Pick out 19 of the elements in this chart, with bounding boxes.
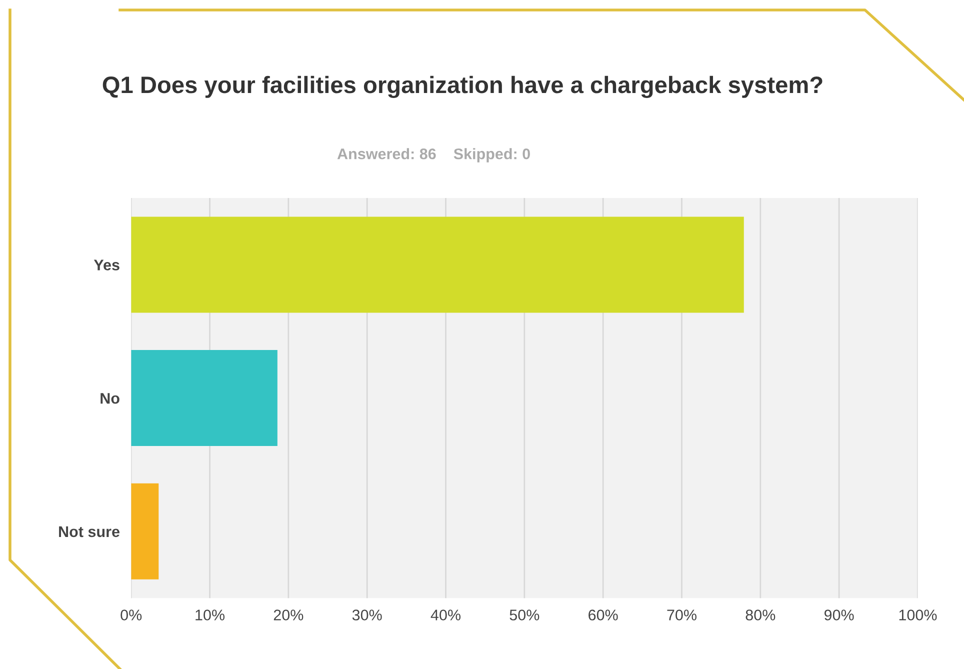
bar xyxy=(131,483,159,580)
bar xyxy=(131,350,278,446)
x-tick-label: 40% xyxy=(430,610,460,620)
x-tick-label: 0% xyxy=(120,610,142,620)
y-tick-label: Not sure xyxy=(59,526,120,538)
x-tick-label: 80% xyxy=(746,610,776,620)
x-tick-label: 30% xyxy=(352,610,382,620)
x-tick-label: 10% xyxy=(196,610,225,620)
y-tick-label: No xyxy=(100,393,120,404)
x-tick-label: 90% xyxy=(824,610,854,620)
x-tick-label: 50% xyxy=(510,610,540,620)
x-tick-label: 20% xyxy=(274,610,304,620)
chart-subtitle: Answered: 86 Skipped: 0 xyxy=(337,148,530,162)
y-tick-label: Yes xyxy=(94,260,120,270)
chart-title: Q1 Does your facilities organization have a chargeback system? xyxy=(102,76,822,98)
x-tick-label: 60% xyxy=(588,610,618,620)
x-tick-label: 100% xyxy=(899,610,937,620)
bar xyxy=(131,216,744,313)
x-tick-label: 70% xyxy=(667,610,696,620)
